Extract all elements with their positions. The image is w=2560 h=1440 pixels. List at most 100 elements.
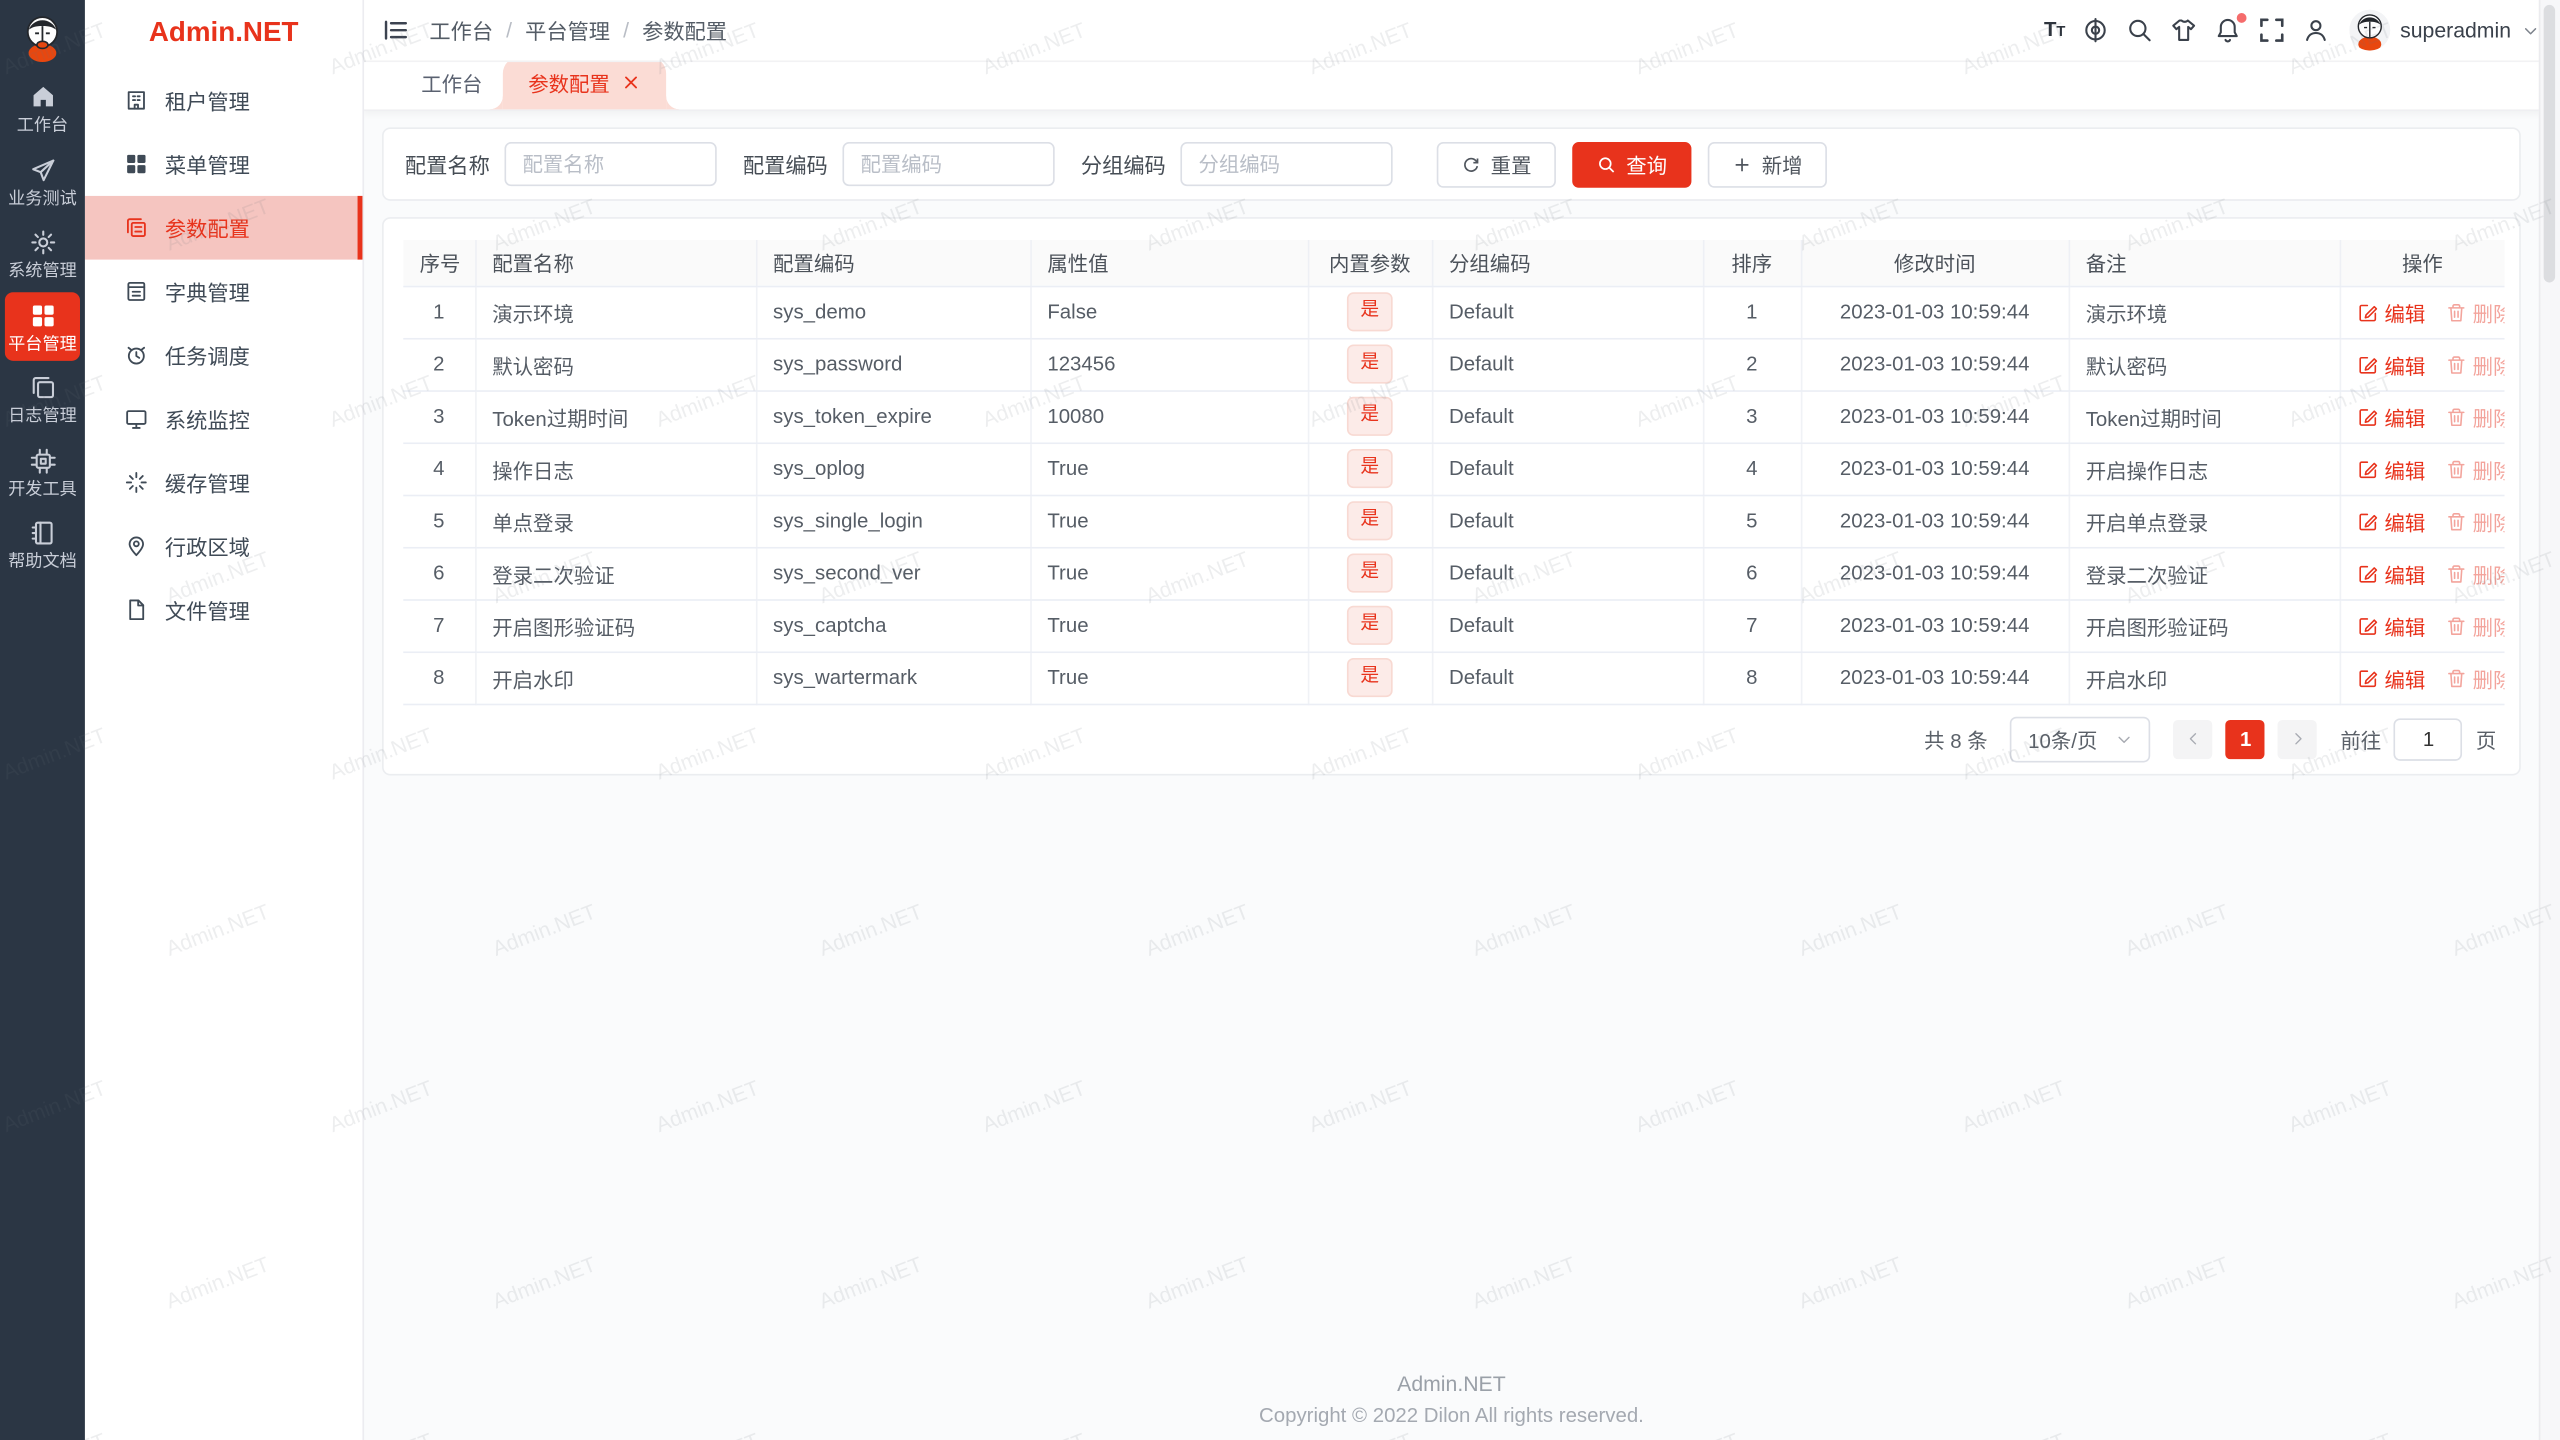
prev-page-button[interactable] (2173, 719, 2214, 759)
sidebar-item-config-copy[interactable]: 参数配置 (84, 195, 363, 260)
edit-link[interactable]: 编辑 (2357, 349, 2425, 380)
table-row: 1 演示环境 sys_demo False 是 Default 1 2023-01-03 10… (403, 285, 2505, 339)
breadcrumb-item[interactable]: 平台管理 (525, 19, 611, 45)
cell-remark: 演示环境 (2068, 285, 2341, 339)
sidebar-item-monitor[interactable]: 系统监控 (85, 387, 363, 451)
tab-item[interactable]: 工作台 (402, 57, 502, 109)
delete-link[interactable]: 删除 (2445, 296, 2504, 327)
filter-input-1[interactable] (504, 142, 717, 187)
sidebar-item-clock[interactable]: 任务调度 (85, 323, 363, 387)
edit-link[interactable]: 编辑 (2357, 401, 2425, 432)
cell-no: 1 (403, 285, 476, 339)
table-row: 2 默认密码 sys_password 123456 是 Default 2 2023-01-… (403, 337, 2505, 392)
theme-icon[interactable] (2170, 16, 2198, 44)
font-size-icon[interactable]: TT (2043, 17, 2066, 41)
scrollbar-thumb[interactable] (2543, 4, 2556, 283)
delete-label: 删除 (2472, 511, 2505, 535)
delete-link[interactable]: 删除 (2445, 453, 2504, 484)
tab-bar: 工作台 参数配置 (362, 57, 2560, 112)
tab-active[interactable]: 参数配置 (489, 57, 679, 110)
cell-no: 2 (403, 337, 476, 392)
edit-link[interactable]: 编辑 (2357, 662, 2425, 693)
delete-link[interactable]: 删除 (2445, 558, 2504, 589)
rail-item-chip[interactable]: 开发工具 (5, 437, 80, 506)
breadcrumb-separator: / (623, 17, 630, 43)
breadcrumb-item[interactable]: 工作台 (429, 19, 494, 45)
sidebar-item-dictionary[interactable]: 字典管理 (85, 260, 363, 324)
delete-link[interactable]: 删除 (2445, 505, 2505, 536)
edit-icon (2357, 510, 2378, 531)
rail-item-copy[interactable]: 日志管理 (5, 364, 80, 433)
cell-group: Default (1431, 337, 1704, 392)
rail-item-home[interactable]: 工作台 (5, 73, 80, 142)
page-size-value: 10条/页 (2028, 729, 2098, 753)
rail-item-send[interactable]: 业务测试 (5, 146, 80, 215)
breadcrumb-item[interactable]: 参数配置 (642, 19, 728, 45)
chevron-down-icon (2114, 729, 2134, 749)
bell-icon[interactable] (2214, 13, 2247, 44)
fullscreen-icon[interactable] (2258, 16, 2286, 44)
sidebar-item-label: 文件管理 (164, 599, 250, 624)
rail-item-notebook[interactable]: 帮助文档 (5, 509, 80, 578)
cell-name: 开启水印 (475, 651, 757, 705)
sidebar-item-building[interactable]: 租户管理 (85, 69, 363, 133)
tab-close-icon[interactable] (621, 73, 639, 91)
delete-link[interactable]: 删除 (2445, 349, 2504, 380)
edit-link[interactable]: 编辑 (2357, 610, 2425, 641)
send-icon (29, 156, 57, 184)
rail-menu: 工作台 业务测试 系统管理 平台管理 日志管理 开发工具帮助文档 (4, 70, 80, 582)
tab-label: 工作台 (421, 73, 483, 97)
cell-value: True (1030, 599, 1309, 653)
reset-button[interactable]: 重置 (1436, 141, 1557, 187)
breadcrumb-separator: / (506, 17, 513, 43)
rail-item-gear[interactable]: 系统管理 (5, 219, 80, 288)
column-header-builtin: 内置参数 (1307, 239, 1433, 287)
sidebar-item-file[interactable]: 文件管理 (85, 578, 363, 642)
search-icon[interactable] (2126, 16, 2154, 44)
cell-time: 2023-01-03 10:59:44 (1800, 546, 2070, 600)
person-icon[interactable] (2302, 16, 2330, 44)
cell-value: 123456 (1030, 337, 1309, 392)
locate-icon[interactable] (2082, 16, 2110, 44)
cell-group: Default (1431, 390, 1704, 444)
brand-logo-text: Admin.NET (148, 16, 299, 48)
sidebar-item-cache[interactable]: 缓存管理 (85, 451, 363, 515)
cell-time: 2023-01-03 10:59:44 (1800, 390, 2070, 444)
page-size-select[interactable]: 10条/页 (2010, 715, 2151, 762)
goto-page-input[interactable] (2394, 717, 2463, 760)
delete-link[interactable]: 删除 (2445, 610, 2504, 641)
search-button[interactable]: 查询 (1572, 141, 1692, 187)
dictionary-icon (124, 279, 148, 303)
sidebar: Admin.NET 租户管理 菜单管理 参数配置 字典管理 任务调度 系统监控 缓存管理 行政… (84, 0, 365, 1440)
notification-dot (2236, 13, 2247, 23)
add-button[interactable]: 新增 (1707, 141, 1828, 187)
edit-link[interactable]: 编辑 (2357, 453, 2426, 484)
sidebar-item-menu-grid[interactable]: 菜单管理 (85, 132, 363, 196)
edit-link[interactable]: 编辑 (2357, 505, 2425, 536)
filter-input-3[interactable] (1180, 142, 1393, 187)
building-icon (124, 88, 148, 112)
user-menu[interactable]: superadmin (2349, 9, 2540, 51)
filter-group: 配置编码 (743, 142, 1055, 187)
search-label: 查询 (1626, 155, 1668, 178)
rail-item-grid[interactable]: 平台管理 (4, 291, 80, 361)
cell-value: True (1030, 651, 1309, 705)
search-icon (1599, 156, 1615, 172)
rail-item-label: 帮助文档 (8, 551, 77, 572)
delete-link[interactable]: 删除 (2445, 401, 2504, 432)
cell-no: 8 (403, 651, 476, 705)
app-logo-avatar[interactable] (16, 11, 68, 63)
edit-link[interactable]: 编辑 (2357, 296, 2425, 327)
menu-fold-icon[interactable] (382, 16, 410, 44)
clock-icon (124, 343, 148, 367)
current-page-button[interactable]: 1 (2226, 719, 2266, 759)
next-page-button[interactable] (2278, 719, 2318, 759)
config-copy-icon (124, 216, 148, 240)
delete-link[interactable]: 删除 (2445, 662, 2504, 693)
filter-input-2[interactable] (842, 142, 1055, 187)
edit-label: 编辑 (2384, 459, 2426, 483)
edit-link[interactable]: 编辑 (2357, 558, 2425, 589)
page-scrollbar[interactable] (2538, 0, 2560, 1440)
sidebar-item-region-pin[interactable]: 行政区域 (85, 514, 363, 578)
pagination: 共 8 条 10条/页 1 前往 页 (403, 704, 2499, 773)
